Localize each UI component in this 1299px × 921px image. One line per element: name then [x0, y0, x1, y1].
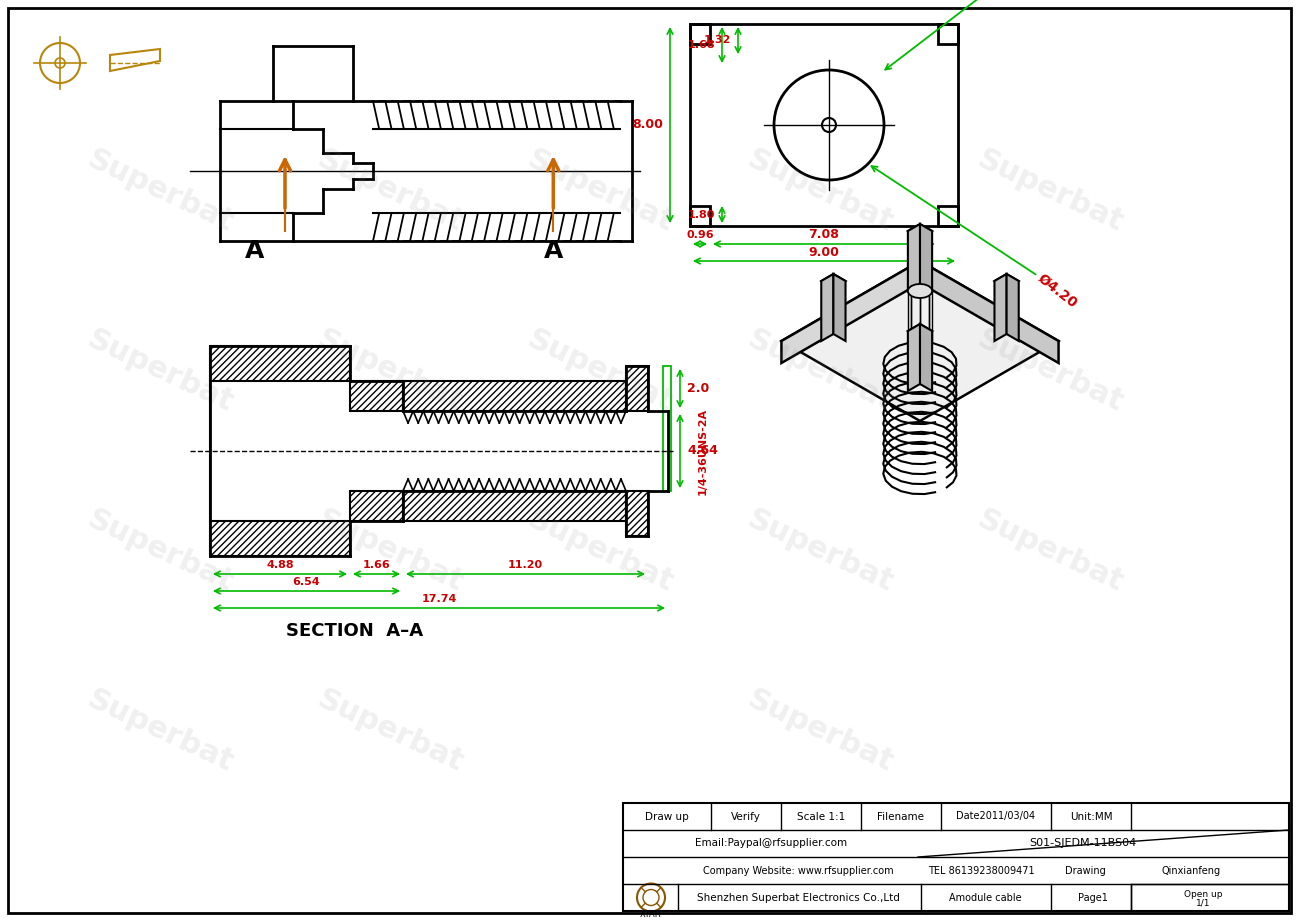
Text: Superbat: Superbat	[312, 684, 468, 777]
Text: Superbat: Superbat	[522, 505, 678, 598]
Bar	[624, 803, 1289, 911]
Text: Page1: Page1	[1078, 892, 1108, 903]
Text: 1.32: 1.32	[704, 36, 731, 45]
Text: Open up: Open up	[1183, 890, 1222, 899]
Polygon shape	[920, 224, 933, 291]
Text: Superbat: Superbat	[742, 145, 898, 238]
Polygon shape	[834, 274, 846, 341]
Text: Superbat: Superbat	[82, 505, 238, 598]
Text: Superbat: Superbat	[973, 324, 1128, 417]
Text: Superbat: Superbat	[973, 505, 1128, 598]
Bar	[690, 24, 711, 44]
Text: 1/1: 1/1	[1196, 898, 1211, 907]
Text: Superbat: Superbat	[312, 324, 468, 417]
Text: 9.00: 9.00	[808, 246, 839, 259]
Text: Superbat: Superbat	[312, 145, 468, 238]
Polygon shape	[782, 261, 1059, 421]
Polygon shape	[920, 261, 1059, 363]
Polygon shape	[403, 491, 626, 521]
Polygon shape	[908, 224, 933, 238]
Text: Drawing: Drawing	[1065, 866, 1105, 876]
Text: Ø4.20: Ø4.20	[1035, 272, 1081, 310]
Bar	[662, 366, 672, 491]
Polygon shape	[626, 491, 648, 536]
Text: Superbat: Superbat	[82, 324, 238, 417]
Text: A: A	[246, 239, 265, 263]
Text: Superbat: Superbat	[973, 145, 1128, 238]
Polygon shape	[1007, 274, 1018, 341]
Polygon shape	[210, 521, 349, 556]
Text: 4.64: 4.64	[687, 445, 718, 458]
Text: Superbat: Superbat	[522, 324, 678, 417]
Polygon shape	[821, 274, 834, 341]
Text: Verify: Verify	[731, 811, 761, 822]
Text: Superbat: Superbat	[312, 505, 468, 598]
Text: A: A	[543, 239, 562, 263]
Text: XTAR: XTAR	[640, 910, 661, 919]
Polygon shape	[210, 346, 349, 381]
Polygon shape	[908, 324, 933, 338]
Text: 2.0: 2.0	[687, 382, 709, 395]
Text: Date2011/03/04: Date2011/03/04	[956, 811, 1035, 822]
Text: SECTION  A–A: SECTION A–A	[287, 622, 423, 640]
Text: Amodule cable: Amodule cable	[948, 892, 1021, 903]
Polygon shape	[908, 324, 920, 391]
Text: Superbat: Superbat	[82, 684, 238, 777]
Text: Superbat: Superbat	[522, 145, 678, 238]
Text: Unit:MM: Unit:MM	[1069, 811, 1112, 822]
Bar	[690, 24, 957, 226]
Polygon shape	[349, 491, 403, 521]
Bar	[938, 24, 957, 44]
Bar	[938, 206, 957, 226]
Text: 1.66: 1.66	[362, 560, 391, 570]
Text: Superbat: Superbat	[742, 324, 898, 417]
Text: 1.68: 1.68	[687, 40, 714, 50]
Text: Email:Paypal@rfsupplier.com: Email:Paypal@rfsupplier.com	[695, 838, 847, 848]
Polygon shape	[908, 224, 920, 291]
Polygon shape	[626, 366, 648, 411]
Polygon shape	[995, 274, 1018, 288]
Polygon shape	[995, 274, 1007, 341]
Polygon shape	[920, 324, 933, 391]
Text: TEL 86139238009471: TEL 86139238009471	[927, 866, 1034, 876]
Text: Qinxianfeng: Qinxianfeng	[1161, 866, 1221, 876]
Text: Scale 1:1: Scale 1:1	[796, 811, 846, 822]
Text: 11.20: 11.20	[508, 560, 543, 570]
Text: Draw up: Draw up	[646, 811, 688, 822]
Text: 1.80: 1.80	[687, 209, 714, 219]
Polygon shape	[349, 381, 403, 411]
Text: Superbat: Superbat	[82, 145, 238, 238]
Text: 17.74: 17.74	[421, 594, 457, 604]
Text: 8.00: 8.00	[633, 119, 662, 132]
Polygon shape	[821, 274, 846, 288]
Text: Superbat: Superbat	[742, 684, 898, 777]
Text: 4.88: 4.88	[266, 560, 294, 570]
Text: Superbat: Superbat	[742, 505, 898, 598]
Text: Company Website: www.rfsupplier.com: Company Website: www.rfsupplier.com	[703, 866, 894, 876]
Text: 6.54: 6.54	[292, 577, 321, 587]
Bar	[690, 206, 711, 226]
Text: 0.96: 0.96	[686, 230, 714, 240]
Polygon shape	[908, 284, 933, 298]
Polygon shape	[403, 381, 626, 411]
Text: 7.08: 7.08	[808, 228, 839, 241]
Polygon shape	[782, 261, 920, 363]
Text: Filename: Filename	[878, 811, 925, 822]
Text: 1/4-36UNS-2A: 1/4-36UNS-2A	[698, 407, 708, 495]
Text: Shenzhen Superbat Electronics Co.,Ltd: Shenzhen Superbat Electronics Co.,Ltd	[696, 892, 899, 903]
Text: S01-SJEDM-11BS04: S01-SJEDM-11BS04	[1029, 838, 1137, 848]
Bar	[1131, 884, 1289, 911]
